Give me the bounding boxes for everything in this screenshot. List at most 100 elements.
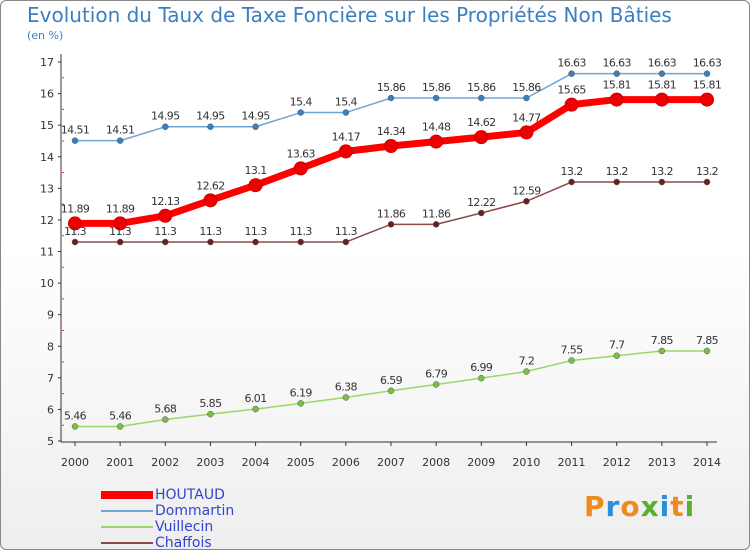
data-point-dommartin bbox=[613, 70, 620, 77]
data-point-vuillecin bbox=[116, 423, 124, 430]
data-label-houtaud: 15.81 bbox=[648, 79, 677, 92]
data-point-chaffois bbox=[703, 178, 711, 186]
data-label-chaffois: 11.3 bbox=[290, 225, 313, 238]
logo-letter: P bbox=[584, 490, 606, 523]
data-point-houtaud bbox=[158, 208, 173, 223]
y-tick-label: 11 bbox=[40, 246, 54, 259]
y-tick-label: 12 bbox=[40, 214, 54, 227]
data-label-dommartin: 15.86 bbox=[512, 81, 541, 94]
legend-swatch bbox=[101, 510, 153, 512]
data-label-dommartin: 16.63 bbox=[648, 57, 677, 70]
data-label-houtaud: 14.48 bbox=[422, 121, 451, 134]
data-label-vuillecin: 5.46 bbox=[109, 409, 132, 422]
data-label-dommartin: 14.51 bbox=[106, 124, 135, 137]
data-label-vuillecin: 6.79 bbox=[425, 367, 448, 380]
y-tick-label: 17 bbox=[40, 56, 54, 69]
data-label-dommartin: 14.51 bbox=[61, 124, 90, 137]
data-label-vuillecin: 6.01 bbox=[245, 392, 267, 405]
x-tick-label: 2006 bbox=[332, 456, 360, 469]
data-point-dommartin bbox=[478, 94, 485, 102]
logo-letter: x bbox=[640, 490, 660, 523]
data-point-dommartin bbox=[432, 94, 440, 102]
data-point-vuillecin bbox=[207, 410, 214, 418]
data-point-vuillecin bbox=[703, 347, 711, 355]
data-point-chaffois bbox=[71, 238, 79, 246]
data-point-chaffois bbox=[252, 238, 259, 246]
legend-item-dommartin: Dommartin bbox=[101, 503, 234, 519]
data-point-chaffois bbox=[162, 238, 169, 246]
chart-legend: HOUTAUD Dommartin Vuillecin Chaffois bbox=[101, 487, 234, 549]
data-point-houtaud bbox=[474, 130, 489, 145]
data-point-houtaud bbox=[609, 92, 624, 107]
data-point-vuillecin bbox=[568, 357, 575, 364]
data-point-houtaud bbox=[429, 134, 444, 149]
data-label-vuillecin: 7.85 bbox=[696, 334, 719, 347]
data-label-vuillecin: 5.85 bbox=[199, 397, 222, 410]
x-tick-label: 2011 bbox=[558, 456, 586, 469]
data-label-vuillecin: 7.55 bbox=[561, 343, 584, 356]
legend-label: Vuillecin bbox=[155, 519, 214, 535]
x-tick-label: 2014 bbox=[693, 456, 721, 469]
data-label-dommartin: 14.95 bbox=[151, 110, 180, 123]
data-point-houtaud bbox=[68, 216, 82, 231]
data-label-chaffois: 11.3 bbox=[64, 225, 87, 238]
data-point-dommartin bbox=[162, 123, 169, 130]
data-point-houtaud bbox=[654, 92, 669, 107]
logo-letter: t bbox=[670, 490, 685, 523]
data-label-houtaud: 13.1 bbox=[245, 164, 267, 177]
data-label-chaffois: 11.3 bbox=[335, 225, 358, 238]
x-tick-label: 2004 bbox=[242, 456, 270, 469]
data-label-dommartin: 16.63 bbox=[602, 57, 631, 70]
x-tick-label: 2008 bbox=[422, 456, 450, 469]
data-label-vuillecin: 6.19 bbox=[290, 386, 313, 399]
data-point-vuillecin bbox=[342, 394, 350, 401]
legend-item-houtaud: HOUTAUD bbox=[101, 487, 234, 503]
data-label-dommartin: 14.95 bbox=[196, 110, 225, 123]
y-tick-label: 6 bbox=[47, 403, 54, 416]
data-label-dommartin: 15.86 bbox=[377, 81, 406, 94]
data-label-dommartin: 14.95 bbox=[241, 110, 270, 123]
data-label-dommartin: 15.86 bbox=[467, 81, 496, 94]
data-label-vuillecin: 6.38 bbox=[335, 380, 358, 393]
x-tick-label: 2002 bbox=[151, 456, 179, 469]
data-point-vuillecin bbox=[297, 400, 304, 407]
data-point-houtaud bbox=[203, 193, 218, 208]
data-label-houtaud: 14.34 bbox=[377, 125, 406, 138]
data-label-chaffois: 11.86 bbox=[377, 207, 406, 220]
legend-swatch bbox=[101, 542, 153, 544]
legend-item-chaffois: Chaffois bbox=[101, 535, 234, 549]
data-point-chaffois bbox=[432, 221, 440, 228]
data-point-vuillecin bbox=[613, 352, 620, 359]
data-label-chaffois: 11.3 bbox=[245, 225, 268, 238]
data-point-dommartin bbox=[523, 94, 530, 102]
legend-item-vuillecin: Vuillecin bbox=[101, 519, 234, 535]
data-label-vuillecin: 5.68 bbox=[154, 403, 177, 416]
data-label-vuillecin: 7.7 bbox=[609, 339, 625, 352]
data-point-dommartin bbox=[703, 70, 711, 77]
data-point-dommartin bbox=[658, 70, 666, 77]
data-point-vuillecin bbox=[432, 381, 440, 388]
x-tick-label: 2009 bbox=[467, 456, 495, 469]
data-label-chaffois: 13.2 bbox=[561, 165, 583, 178]
data-point-vuillecin bbox=[71, 423, 79, 430]
data-point-chaffois bbox=[342, 238, 350, 246]
data-label-dommartin: 15.4 bbox=[335, 96, 358, 109]
data-point-chaffois bbox=[387, 221, 395, 228]
data-label-houtaud: 12.62 bbox=[196, 179, 225, 192]
chart-subtitle: (en %) bbox=[27, 29, 64, 42]
data-point-vuillecin bbox=[252, 405, 259, 413]
logo-letter: r bbox=[605, 490, 621, 523]
y-tick-label: 7 bbox=[47, 372, 54, 385]
data-point-houtaud bbox=[700, 92, 714, 107]
data-point-dommartin bbox=[297, 109, 304, 116]
data-point-chaffois bbox=[658, 178, 666, 186]
x-tick-label: 2000 bbox=[61, 456, 89, 469]
data-point-vuillecin bbox=[658, 347, 666, 355]
data-label-houtaud: 15.81 bbox=[693, 79, 722, 92]
data-label-dommartin: 16.63 bbox=[557, 57, 586, 70]
data-label-chaffois: 11.3 bbox=[109, 225, 132, 238]
data-point-chaffois bbox=[207, 238, 214, 246]
y-tick-label: 15 bbox=[40, 119, 54, 132]
data-label-houtaud: 11.89 bbox=[61, 202, 90, 215]
